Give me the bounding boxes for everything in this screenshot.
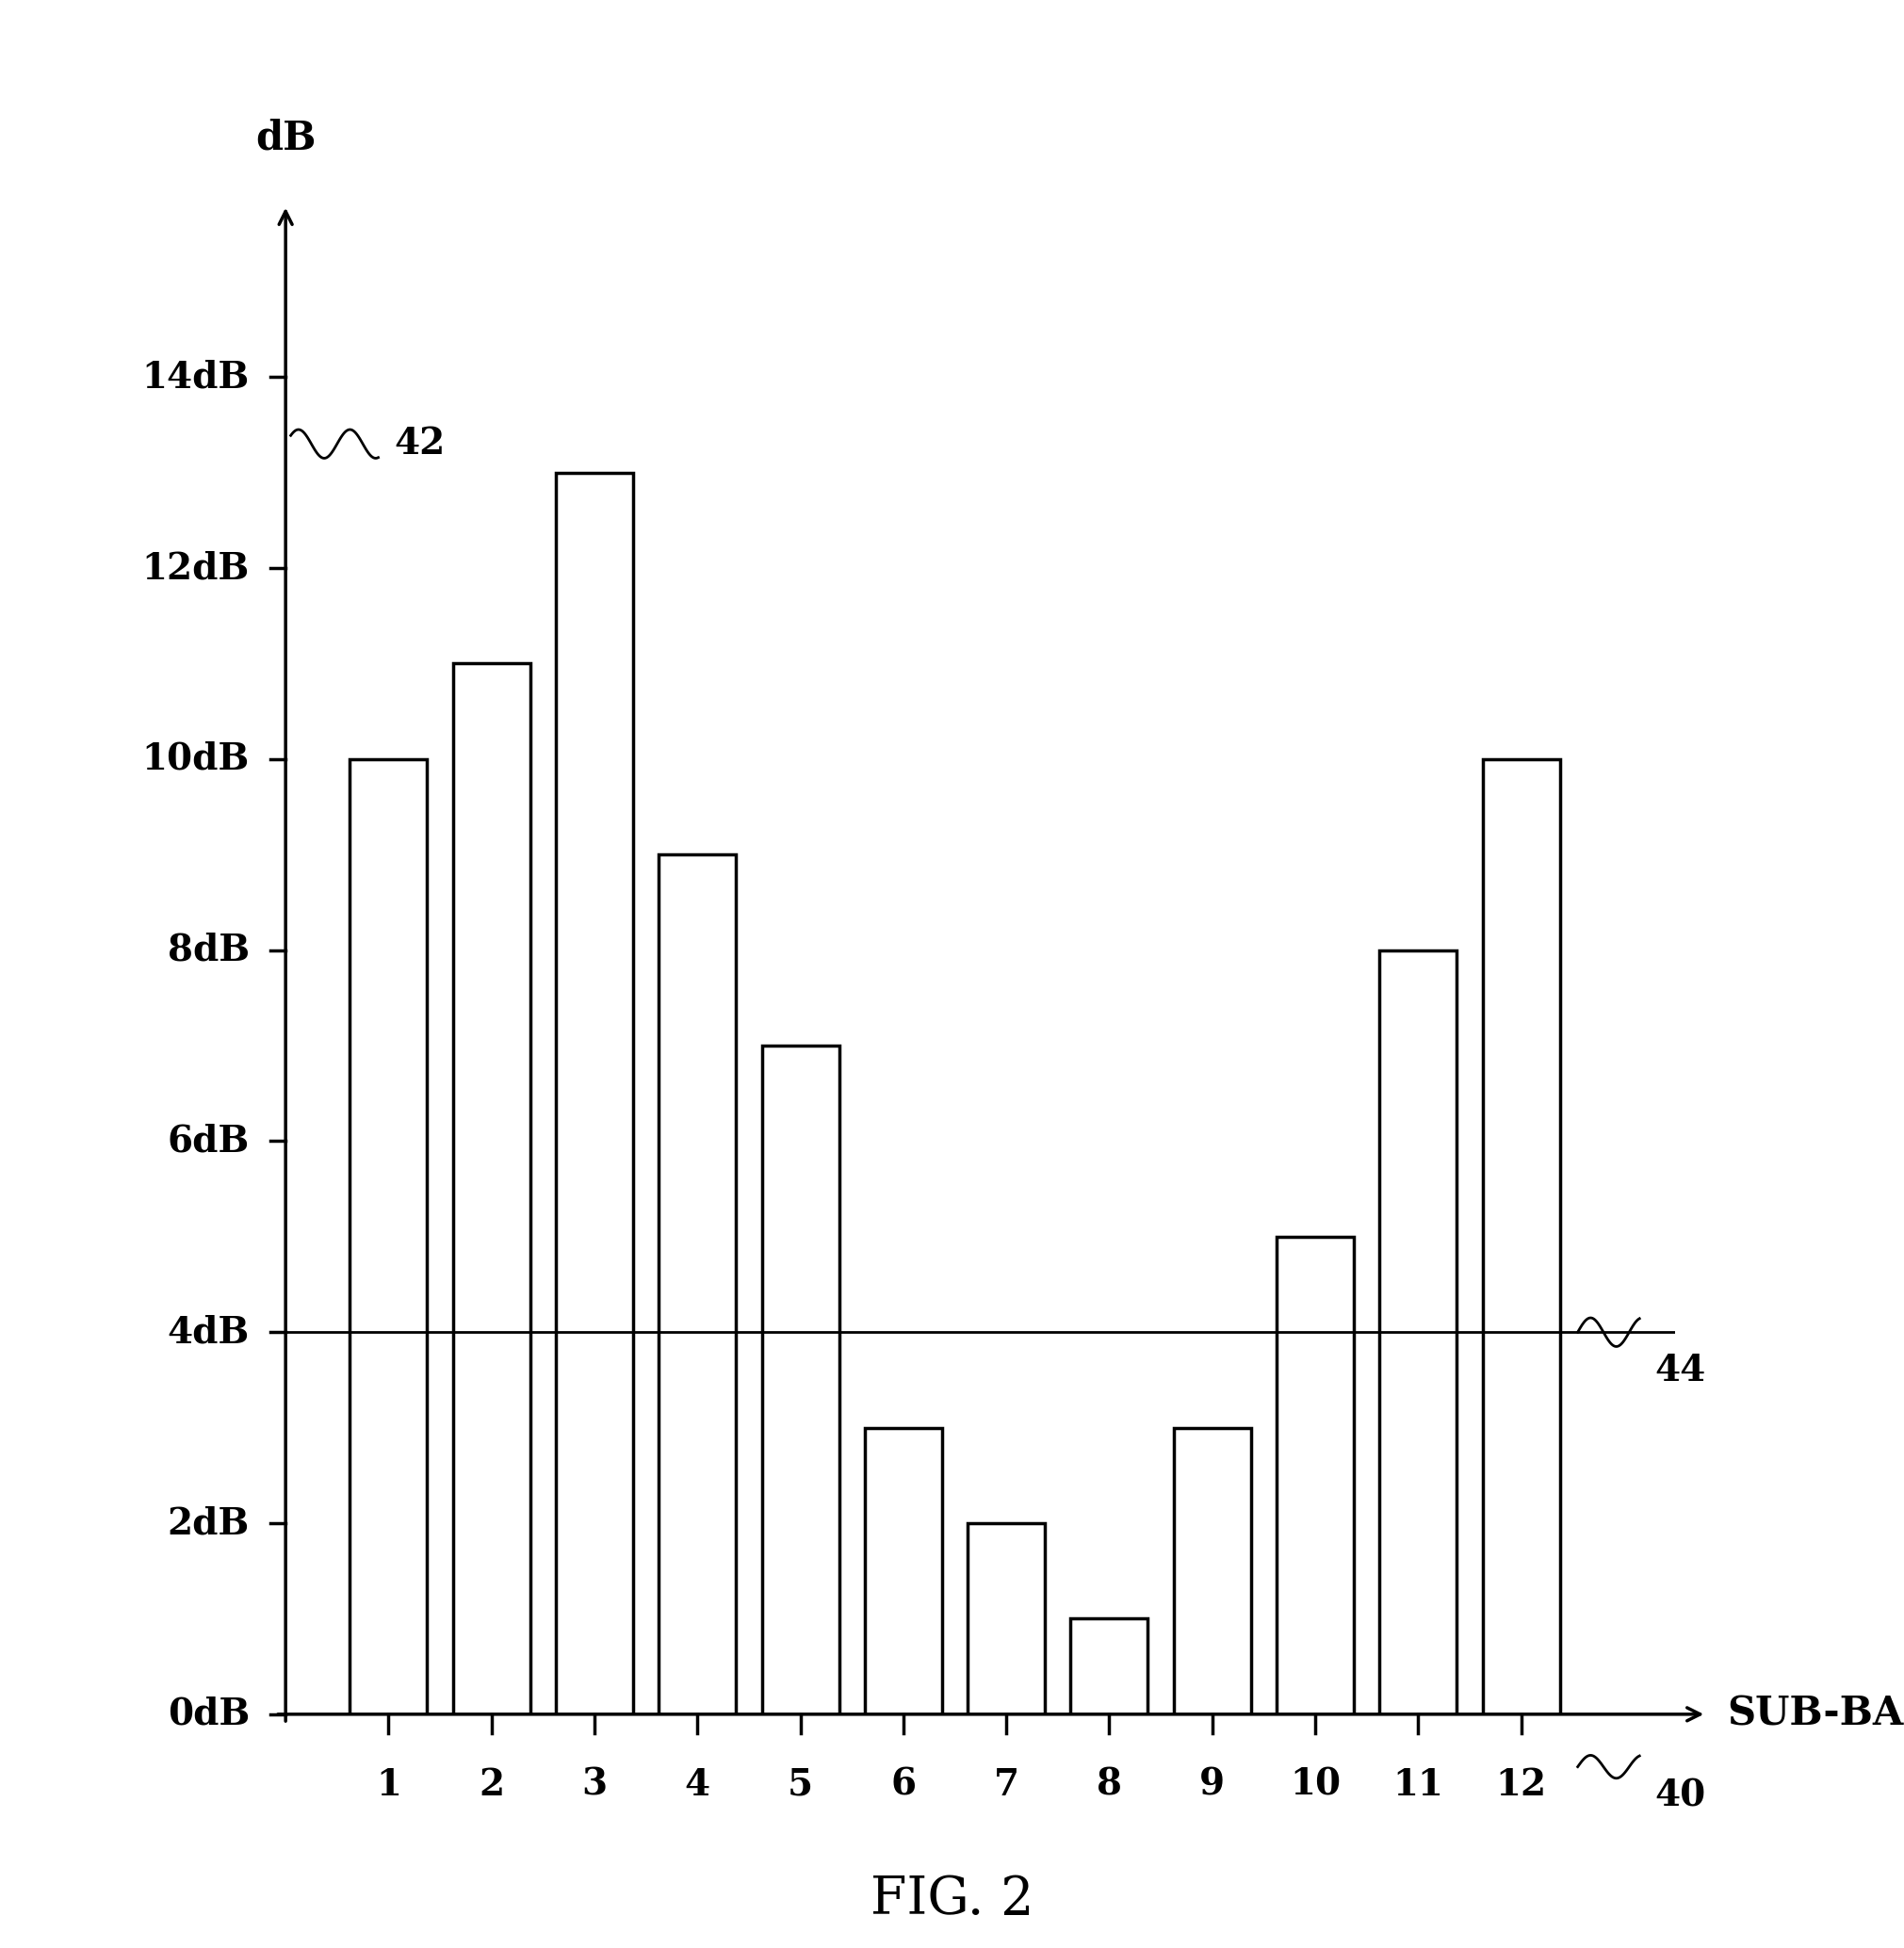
Text: 42: 42 xyxy=(394,427,446,462)
Text: 8: 8 xyxy=(1097,1767,1121,1802)
Text: 12dB: 12dB xyxy=(143,549,249,586)
Bar xyxy=(762,1046,840,1714)
Text: 8dB: 8dB xyxy=(168,933,249,968)
Text: SUB-BAND: SUB-BAND xyxy=(1727,1695,1904,1734)
Text: 1: 1 xyxy=(375,1767,402,1802)
Text: dB: dB xyxy=(255,117,316,158)
Text: 14dB: 14dB xyxy=(143,358,249,395)
Text: 2: 2 xyxy=(478,1767,505,1802)
Text: 4dB: 4dB xyxy=(168,1315,249,1350)
Text: 12: 12 xyxy=(1495,1767,1546,1802)
Text: 6: 6 xyxy=(891,1767,916,1802)
Text: 40: 40 xyxy=(1655,1777,1706,1814)
Bar xyxy=(1276,1237,1354,1714)
Text: 0dB: 0dB xyxy=(168,1697,249,1732)
Text: 4: 4 xyxy=(685,1767,710,1802)
Bar xyxy=(864,1428,942,1714)
Bar xyxy=(1070,1619,1148,1714)
Text: 3: 3 xyxy=(583,1767,607,1802)
Text: 2dB: 2dB xyxy=(168,1506,249,1541)
Text: 44: 44 xyxy=(1655,1352,1706,1389)
Text: 6dB: 6dB xyxy=(168,1124,249,1159)
Bar xyxy=(556,473,632,1714)
Text: 10dB: 10dB xyxy=(143,740,249,777)
Text: 5: 5 xyxy=(788,1767,813,1802)
Bar xyxy=(350,760,426,1714)
Bar xyxy=(1483,760,1559,1714)
Bar xyxy=(453,664,529,1714)
Text: FIG. 2: FIG. 2 xyxy=(870,1874,1034,1925)
Bar xyxy=(1173,1428,1251,1714)
Bar xyxy=(1380,951,1457,1714)
Text: 11: 11 xyxy=(1392,1767,1443,1802)
Text: 10: 10 xyxy=(1289,1767,1340,1802)
Bar xyxy=(967,1523,1045,1714)
Text: 7: 7 xyxy=(994,1767,1019,1802)
Text: 9: 9 xyxy=(1200,1767,1224,1802)
Bar xyxy=(659,855,737,1714)
